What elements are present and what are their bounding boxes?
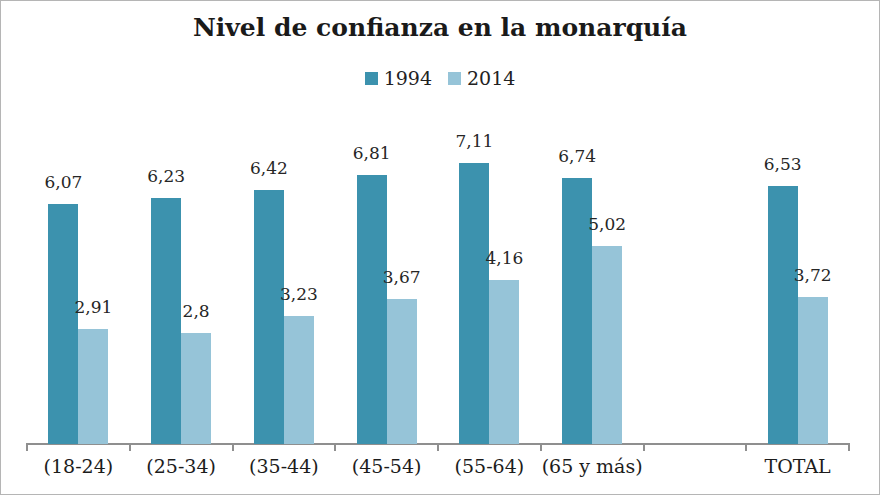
x-axis-label-6: (65 y más) [541,453,644,479]
value-label-2014-6: 5,02 [565,213,649,235]
value-label-2014-2: 2,8 [154,300,238,322]
bar-1994-3 [254,190,284,444]
value-label-2014-4: 3,67 [360,266,444,288]
bar-2014-5 [489,280,519,444]
value-label-1994-8: 6,53 [741,153,825,175]
value-label-1994-4: 6,81 [330,142,414,164]
bar-1994-4 [357,175,387,444]
value-label-1994-5: 7,11 [432,130,516,152]
x-axis-label-5: (55-64) [438,453,541,479]
value-label-1994-6: 6,74 [535,145,619,167]
x-axis-label-4: (45-54) [335,453,438,479]
chart-frame: Nivel de confianza en la monarquía 19942… [0,0,880,495]
bar-2014-2 [181,333,211,444]
x-axis-tick [540,443,542,451]
x-axis-tick [334,443,336,451]
x-axis-label-1: (18-24) [27,453,130,479]
x-axis-tick [26,443,28,451]
x-axis-tick [437,443,439,451]
bar-1994-5 [459,163,489,444]
bar-1994-1 [48,204,78,444]
value-label-1994-2: 6,23 [124,165,208,187]
x-axis-label-3: (35-44) [233,453,336,479]
x-axis-tick [745,443,747,451]
bar-2014-1 [78,329,108,444]
value-label-1994-1: 6,07 [21,171,105,193]
bar-2014-4 [387,299,417,444]
bar-2014-6 [592,246,622,444]
value-label-2014-5: 4,16 [462,247,546,269]
bar-2014-8 [798,297,828,444]
x-axis-tick [129,443,131,451]
bar-1994-8 [768,186,798,444]
x-axis-tick [643,443,645,451]
bar-2014-3 [284,316,314,444]
value-label-2014-8: 3,72 [771,264,855,286]
plot-area: (18-24) 6,07 2,91 (25-34) 6,23 2,8 (35-44) 6,42… [1,1,879,494]
value-label-2014-1: 2,91 [51,296,135,318]
value-label-2014-3: 3,23 [257,283,341,305]
x-axis-label-8: TOTAL [746,453,849,479]
x-axis-tick [232,443,234,451]
x-axis-tick [848,443,850,451]
x-axis-label-2: (25-34) [130,453,233,479]
value-label-1994-3: 6,42 [227,157,311,179]
